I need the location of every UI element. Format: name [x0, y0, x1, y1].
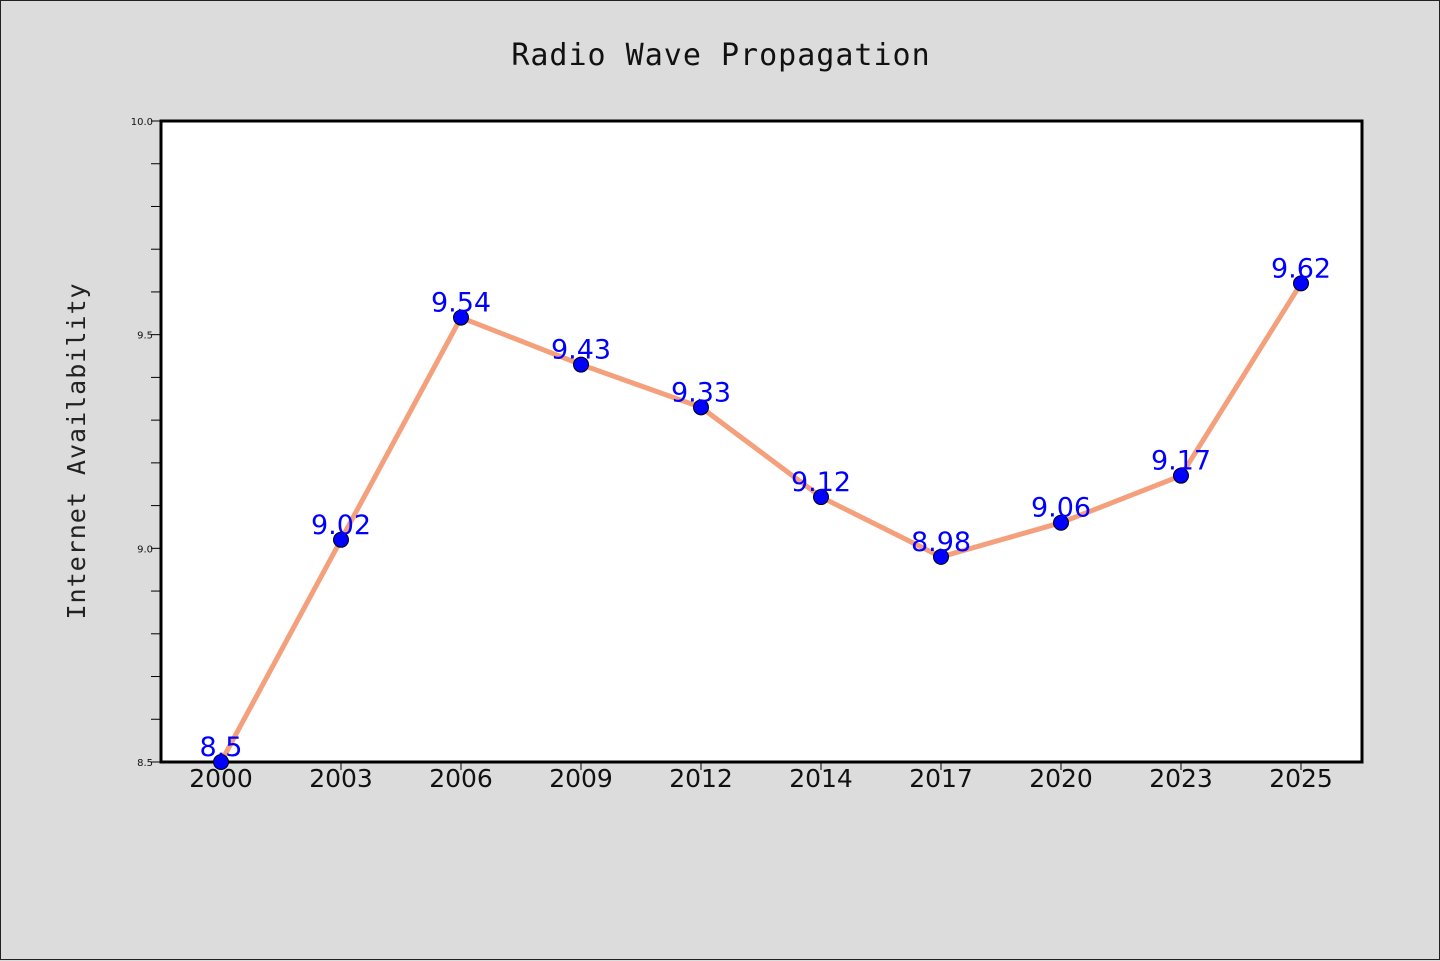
data-point	[933, 548, 949, 565]
data-label: 9.62	[1271, 253, 1331, 284]
chart-title: Radio Wave Propagation	[511, 38, 930, 73]
y-tick-label: 9.0	[137, 544, 153, 555]
data-point	[1053, 514, 1069, 531]
y-axis-label: Internet Availability	[62, 282, 91, 619]
x-tick-label: 2009	[549, 764, 613, 793]
data-point	[453, 309, 469, 326]
x-tick-label: 2025	[1269, 764, 1333, 793]
data-point	[693, 399, 709, 416]
data-label: 9.43	[551, 335, 611, 366]
data-label: 8.98	[911, 527, 971, 558]
y-tick-label: 10.0	[131, 117, 153, 128]
x-axis: 2000 2003 2006 2009 2012 2014 2017 2020 2023 2025	[189, 762, 1333, 793]
data-label: 9.06	[1031, 493, 1091, 524]
x-tick-label: 2003	[309, 764, 373, 793]
data-label: 9.17	[1151, 446, 1211, 477]
data-label: 9.33	[671, 377, 731, 408]
series-group: 8.5 9.02 9.54 9.43 9.33 9.12 8.98 9.06 9.17 9.62	[200, 253, 1331, 770]
x-tick-label: 2023	[1149, 764, 1213, 793]
data-label: 9.12	[791, 467, 851, 498]
x-tick-label: 2014	[789, 764, 853, 793]
y-tick-label: 8.5	[137, 758, 153, 769]
data-point	[1173, 467, 1189, 484]
data-label: 9.54	[431, 288, 491, 319]
plot-area	[159, 119, 1364, 764]
y-axis: 8.5 9.0 9.5 10.0	[131, 117, 161, 769]
series-line	[218, 280, 1304, 765]
x-tick-label: 2020	[1029, 764, 1093, 793]
y-tick-label: 9.5	[137, 331, 153, 342]
x-tick-label: 2006	[429, 764, 493, 793]
data-label: 8.5	[200, 732, 243, 763]
data-point	[213, 754, 229, 770]
data-point	[333, 531, 349, 548]
data-label: 9.02	[311, 510, 371, 541]
data-point	[813, 489, 829, 506]
data-point	[1293, 275, 1309, 292]
x-tick-label: 2012	[669, 764, 733, 793]
x-tick-label: 2017	[909, 764, 973, 793]
data-point	[573, 356, 589, 373]
